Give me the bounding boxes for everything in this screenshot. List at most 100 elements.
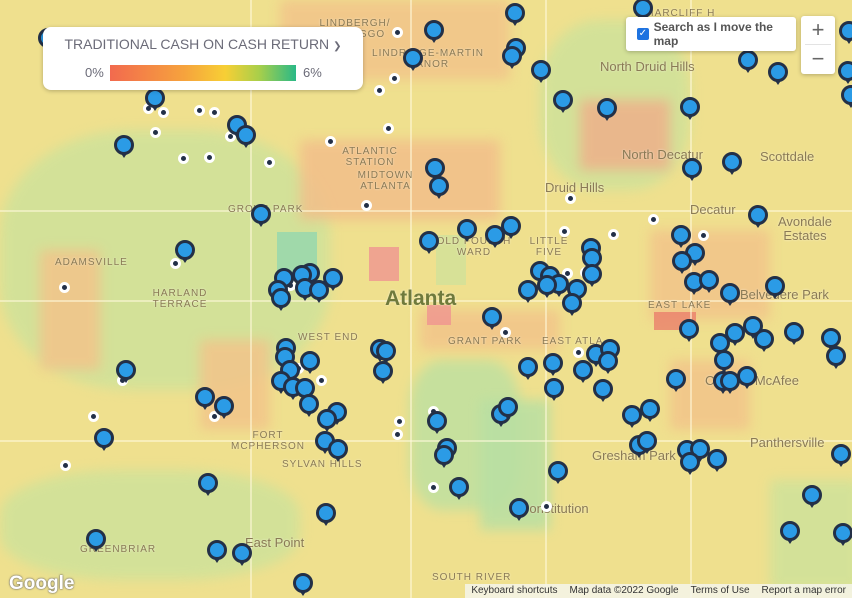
map-pin-icon[interactable] <box>826 346 846 369</box>
map-pin-icon[interactable] <box>768 62 788 85</box>
small-dot-icon[interactable] <box>264 157 275 168</box>
small-dot-icon[interactable] <box>204 152 215 163</box>
map-pin-icon[interactable] <box>640 399 660 422</box>
small-dot-icon[interactable] <box>573 347 584 358</box>
map-pin-icon[interactable] <box>251 204 271 227</box>
map-pin-icon[interactable] <box>553 90 573 113</box>
small-dot-icon[interactable] <box>392 429 403 440</box>
small-dot-icon[interactable] <box>170 258 181 269</box>
map-pin-icon[interactable] <box>195 387 215 410</box>
map-pin-icon[interactable] <box>841 85 852 108</box>
map-pin-icon[interactable] <box>86 529 106 552</box>
map-pin-icon[interactable] <box>403 48 423 71</box>
map-pin-icon[interactable] <box>429 176 449 199</box>
map-pin-icon[interactable] <box>720 283 740 306</box>
map-pin-icon[interactable] <box>543 353 563 376</box>
map-pin-icon[interactable] <box>573 360 593 383</box>
map-pin-icon[interactable] <box>672 251 692 274</box>
map-pin-icon[interactable] <box>449 477 469 500</box>
small-dot-icon[interactable] <box>648 214 659 225</box>
map-pin-icon[interactable] <box>593 379 613 402</box>
legend-dropdown[interactable]: TRADITIONAL CASH ON CASH RETURN ❯ <box>43 36 363 52</box>
map-pin-icon[interactable] <box>114 135 134 158</box>
map-pin-icon[interactable] <box>680 452 700 475</box>
map-pin-icon[interactable] <box>831 444 851 467</box>
map-pin-icon[interactable] <box>699 270 719 293</box>
keyboard-shortcuts-link[interactable]: Keyboard shortcuts <box>471 585 558 596</box>
map-pin-icon[interactable] <box>457 219 477 242</box>
small-dot-icon[interactable] <box>209 411 220 422</box>
map-pin-icon[interactable] <box>198 473 218 496</box>
small-dot-icon[interactable] <box>59 282 70 293</box>
small-dot-icon[interactable] <box>565 193 576 204</box>
small-dot-icon[interactable] <box>541 501 552 512</box>
zoom-in-button[interactable]: + <box>811 17 825 42</box>
search-checkbox[interactable]: ✓ <box>637 28 649 40</box>
map-pin-icon[interactable] <box>531 60 551 83</box>
map-pin-icon[interactable] <box>637 431 657 454</box>
map-pin-icon[interactable] <box>780 521 800 544</box>
map-pin-icon[interactable] <box>175 240 195 263</box>
map-pin-icon[interactable] <box>509 498 529 521</box>
map-pin-icon[interactable] <box>317 409 337 432</box>
map-pin-icon[interactable] <box>482 307 502 330</box>
map-pin-icon[interactable] <box>299 394 319 417</box>
map-pin-icon[interactable] <box>424 20 444 43</box>
map-pin-icon[interactable] <box>214 396 234 419</box>
map-pin-icon[interactable] <box>833 523 852 546</box>
map-pin-icon[interactable] <box>582 264 602 287</box>
small-dot-icon[interactable] <box>392 27 403 38</box>
small-dot-icon[interactable] <box>150 127 161 138</box>
map-pin-icon[interactable] <box>419 231 439 254</box>
small-dot-icon[interactable] <box>389 73 400 84</box>
map-pin-icon[interactable] <box>622 405 642 428</box>
small-dot-icon[interactable] <box>209 107 220 118</box>
map-pin-icon[interactable] <box>737 366 757 389</box>
map-pin-icon[interactable] <box>839 21 852 44</box>
map-pin-icon[interactable] <box>738 50 758 73</box>
map-pin-icon[interactable] <box>501 216 521 239</box>
map-pin-icon[interactable] <box>300 351 320 374</box>
map-pin-icon[interactable] <box>145 88 165 111</box>
map-pin-icon[interactable] <box>680 97 700 120</box>
small-dot-icon[interactable] <box>178 153 189 164</box>
map-pin-icon[interactable] <box>485 225 505 248</box>
small-dot-icon[interactable] <box>383 123 394 134</box>
map-pin-icon[interactable] <box>316 503 336 526</box>
map-pin-icon[interactable] <box>754 329 774 352</box>
map-pin-icon[interactable] <box>679 319 699 342</box>
map-pin-icon[interactable] <box>518 357 538 380</box>
map-pin-icon[interactable] <box>548 461 568 484</box>
map-pin-icon[interactable] <box>802 485 822 508</box>
map-pin-icon[interactable] <box>271 288 291 311</box>
map-pin-icon[interactable] <box>748 205 768 228</box>
small-dot-icon[interactable] <box>500 327 511 338</box>
small-dot-icon[interactable] <box>194 105 205 116</box>
map-pin-icon[interactable] <box>425 158 445 181</box>
terms-of-use-link[interactable]: Terms of Use <box>690 585 750 596</box>
map-pin-icon[interactable] <box>293 573 313 596</box>
map-pin-icon[interactable] <box>309 280 329 303</box>
map-pin-icon[interactable] <box>671 225 691 248</box>
map-pin-icon[interactable] <box>838 61 852 84</box>
map-pin-icon[interactable] <box>537 275 557 298</box>
map-pin-icon[interactable] <box>376 341 396 364</box>
small-dot-icon[interactable] <box>559 226 570 237</box>
map-pin-icon[interactable] <box>562 293 582 316</box>
map-pin-icon[interactable] <box>722 152 742 175</box>
map-pin-icon[interactable] <box>666 369 686 392</box>
map-pin-icon[interactable] <box>784 322 804 345</box>
small-dot-icon[interactable] <box>316 375 327 386</box>
map-pin-icon[interactable] <box>498 397 518 420</box>
small-dot-icon[interactable] <box>698 230 709 241</box>
small-dot-icon[interactable] <box>428 482 439 493</box>
map-pin-icon[interactable] <box>598 351 618 374</box>
small-dot-icon[interactable] <box>394 416 405 427</box>
map-pin-icon[interactable] <box>544 378 564 401</box>
map-pin-icon[interactable] <box>232 543 252 566</box>
map-pin-icon[interactable] <box>707 449 727 472</box>
map-pin-icon[interactable] <box>725 323 745 346</box>
small-dot-icon[interactable] <box>158 107 169 118</box>
map-pin-icon[interactable] <box>373 361 393 384</box>
map-pin-icon[interactable] <box>821 328 841 351</box>
